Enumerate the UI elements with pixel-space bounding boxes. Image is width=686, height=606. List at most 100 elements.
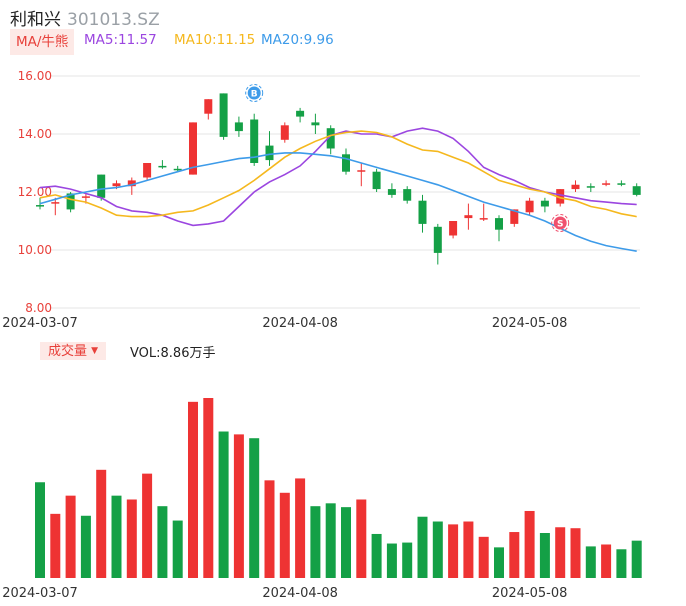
candle-body — [204, 99, 213, 114]
ma-indicator-selector[interactable]: MA/牛熊 — [10, 29, 75, 55]
volume-bar — [478, 536, 489, 578]
volume-bar — [509, 532, 520, 578]
volume-bar — [371, 533, 382, 578]
candle-body — [433, 226, 442, 253]
volume-bar — [279, 492, 290, 578]
candle-body — [586, 186, 595, 188]
volume-bar — [432, 521, 443, 578]
volume-bar — [126, 499, 137, 578]
candle-body — [127, 180, 136, 187]
candle-body — [632, 186, 641, 195]
candle-body — [571, 184, 580, 190]
volume-bar — [172, 520, 183, 578]
stock-name: 利和兴 — [10, 10, 61, 30]
volume-bar — [448, 524, 459, 578]
candle-body — [66, 193, 75, 210]
candle-body — [158, 165, 167, 168]
candle-body — [449, 221, 458, 236]
candle-body — [540, 200, 549, 207]
volume-bar — [325, 503, 336, 578]
stock-title: 利和兴 301013.SZ — [10, 5, 160, 30]
candle-body — [250, 119, 259, 163]
candle-body — [36, 205, 44, 207]
volume-value: VOL:8.86万手 — [130, 346, 216, 361]
candle-body — [525, 200, 534, 213]
volume-bar — [555, 527, 566, 578]
volume-bar — [233, 434, 244, 578]
volume-bar — [402, 542, 413, 578]
volume-bar — [96, 469, 107, 578]
marker-label: B — [251, 90, 258, 100]
candle-body — [234, 122, 243, 132]
candle-body — [510, 209, 519, 224]
x-tick-label: 2024-03-07 — [2, 316, 78, 331]
volume-bar — [356, 499, 367, 578]
volume-x-tick-label: 2024-03-07 — [2, 586, 78, 601]
volume-bar — [188, 401, 198, 578]
sell-marker-icon: S — [551, 214, 570, 232]
volume-bar — [218, 431, 229, 578]
candle-body — [372, 171, 381, 190]
marker-dot — [553, 216, 567, 230]
ma5-legend: MA5:11.57 — [84, 32, 157, 48]
volume-bar — [524, 510, 535, 578]
candle-body — [479, 218, 488, 220]
volume-bar — [142, 473, 153, 578]
volume-bar — [80, 515, 91, 578]
volume-bar — [295, 478, 306, 578]
volume-bar — [601, 544, 612, 578]
volume-bar — [570, 528, 581, 578]
candle-body — [143, 163, 152, 178]
caret-down-icon: ▼ — [91, 346, 99, 356]
candle-body — [280, 125, 289, 140]
candle-body — [51, 202, 60, 204]
y-tick-label: 10.00 — [18, 243, 52, 257]
volume-bar — [539, 533, 550, 578]
volume-bar — [35, 482, 45, 578]
ma20-line — [39, 152, 637, 252]
volume-indicator-selector[interactable]: 成交量 ▼ — [40, 342, 107, 360]
volume-bar — [111, 495, 122, 578]
volume-bar — [417, 516, 428, 578]
candle-body — [357, 170, 366, 172]
candle-body — [97, 174, 106, 198]
volume-bar — [50, 513, 61, 578]
candle-body — [112, 183, 121, 187]
ma20-legend: MA20:9.96 — [261, 32, 334, 48]
candle-body — [326, 128, 335, 149]
marker-label: S — [557, 220, 563, 230]
candle-body — [403, 189, 412, 201]
candle-body — [173, 168, 182, 171]
volume-bar — [463, 521, 474, 578]
volume-bar — [310, 506, 321, 578]
marker-ring — [551, 214, 570, 232]
volume-bar — [631, 540, 642, 578]
y-tick-label: 16.00 — [18, 69, 52, 83]
ma10-line — [39, 130, 637, 218]
y-tick-label: 12.00 — [18, 185, 52, 199]
ma5-line — [39, 127, 637, 227]
volume-bar — [616, 549, 627, 578]
y-tick-label: 8.00 — [25, 301, 52, 315]
buy-marker-icon: B — [245, 84, 264, 102]
volume-bar — [157, 506, 168, 578]
candle-body — [189, 122, 197, 175]
y-tick-label: 14.00 — [18, 127, 52, 141]
volume-bar — [494, 547, 504, 578]
volume-bar — [264, 480, 275, 578]
candle-body — [81, 196, 90, 198]
volume-tag-label: 成交量 — [48, 344, 88, 359]
candle-body — [311, 122, 320, 126]
volume-x-tick-label: 2024-05-08 — [492, 586, 568, 601]
volume-bar — [203, 398, 214, 578]
stock-code: 301013.SZ — [67, 10, 160, 30]
x-tick-label: 2024-05-08 — [492, 316, 568, 331]
x-tick-label: 2024-04-08 — [262, 316, 338, 331]
marker-ring — [245, 84, 264, 102]
candle-body — [602, 183, 611, 185]
volume-bar — [249, 438, 260, 578]
volume-bar — [585, 546, 596, 578]
candle-body — [556, 189, 565, 204]
ma10-legend: MA10:11.15 — [174, 32, 256, 48]
